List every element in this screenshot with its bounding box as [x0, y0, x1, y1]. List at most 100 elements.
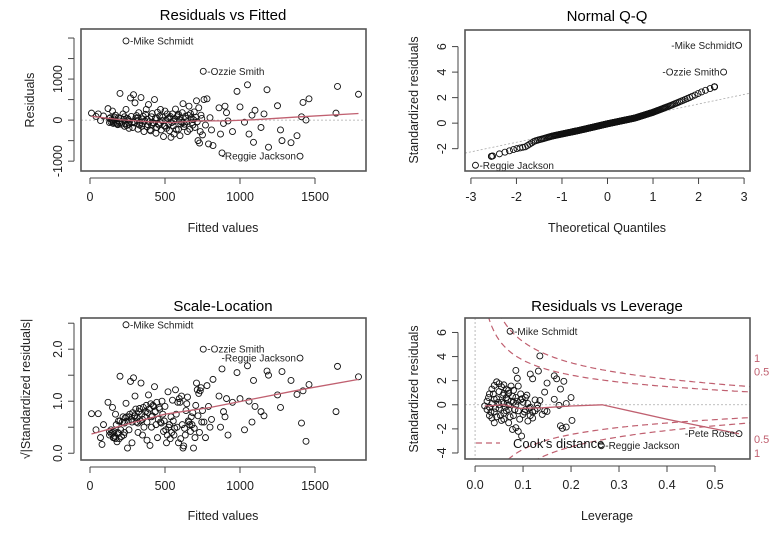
data-point — [493, 413, 501, 421]
data-point — [505, 386, 513, 394]
data-point — [145, 391, 152, 399]
data-point — [706, 85, 714, 92]
x-axis-label: Fitted values — [188, 221, 259, 235]
data-point — [166, 435, 174, 443]
x-tick-label: 500 — [155, 479, 176, 493]
data-point — [244, 362, 251, 370]
point-label: -Ozzie Smith — [662, 68, 719, 79]
point-label: -Mike Schmidt — [671, 41, 735, 52]
data-point — [192, 401, 200, 409]
data-point — [263, 367, 271, 375]
data-point — [514, 382, 522, 390]
data-point — [163, 439, 170, 447]
panel-normal-qq: Normal Q-Q Theoretical Quantiles Standar… — [407, 8, 751, 235]
data-point — [122, 399, 130, 407]
data-point — [251, 106, 259, 114]
data-point — [233, 369, 241, 377]
cooks-contour-label: 0.5 — [754, 434, 769, 446]
data-point — [184, 393, 191, 401]
data-point — [260, 110, 268, 118]
cooks-contour-0.5-upper — [488, 318, 750, 393]
data-point — [160, 427, 167, 435]
data-point — [516, 144, 524, 152]
data-point — [115, 430, 122, 437]
data-point — [177, 435, 185, 443]
data-point — [88, 109, 95, 117]
x-tick-label: 1000 — [226, 190, 254, 204]
data-point — [190, 424, 198, 432]
points-group — [472, 41, 743, 169]
x-tick-label: 1000 — [226, 479, 254, 493]
data-point — [122, 105, 130, 113]
point-label: -Reggie Jackson — [222, 354, 296, 365]
data-point — [560, 377, 568, 385]
smoother-group — [91, 378, 359, 435]
data-point — [203, 95, 211, 103]
data-point — [524, 400, 532, 408]
data-point — [305, 95, 313, 103]
data-point — [263, 86, 271, 94]
data-point — [151, 383, 158, 391]
data-point — [128, 439, 136, 447]
data-point — [174, 398, 182, 406]
data-point — [116, 89, 124, 97]
data-point — [196, 387, 204, 395]
data-point — [516, 415, 524, 423]
data-point — [130, 118, 137, 126]
data-point — [277, 404, 284, 411]
data-point — [158, 397, 166, 405]
x-tick-label: 500 — [155, 190, 176, 204]
data-point — [112, 435, 119, 443]
data-point — [233, 87, 241, 95]
data-point — [293, 391, 301, 398]
smoother-line — [91, 378, 359, 435]
data-point — [112, 410, 119, 418]
data-point — [94, 410, 102, 418]
y-tick-label: 2 — [435, 377, 449, 384]
data-point — [490, 395, 498, 403]
y-tick-label: 1000 — [51, 65, 65, 93]
data-point — [197, 384, 205, 392]
data-point — [287, 376, 295, 384]
data-point — [169, 417, 177, 425]
data-point — [191, 434, 199, 442]
data-point — [332, 408, 340, 416]
data-point — [170, 117, 178, 125]
data-point — [100, 112, 107, 120]
annotations-group: -Mike Schmidt -Ozzie Smith -Reggie Jackson — [479, 41, 734, 172]
data-point — [98, 440, 106, 448]
x-tick-label: 0 — [87, 479, 94, 493]
y-tick-label: -1000 — [51, 145, 65, 177]
data-point — [139, 431, 146, 439]
data-point — [251, 402, 259, 410]
panel-residuals-vs-fitted: Residuals vs Fitted Fitted values Residu… — [23, 7, 367, 235]
data-point — [152, 114, 160, 122]
data-point — [567, 394, 575, 401]
data-point — [489, 152, 497, 160]
data-point — [299, 387, 307, 395]
x-axis-label: Leverage — [581, 509, 633, 523]
y-tick-label: 0.0 — [51, 445, 65, 462]
axes-group: -3 -2 -1 0 1 2 3 -2 0 2 4 6 — [435, 43, 748, 204]
data-point — [488, 385, 496, 393]
data-point — [218, 365, 226, 373]
data-point — [513, 374, 521, 382]
data-point — [523, 391, 531, 399]
data-point — [200, 418, 208, 426]
data-point — [151, 96, 158, 104]
data-point — [196, 128, 204, 136]
data-point — [555, 401, 563, 409]
data-point — [193, 97, 200, 105]
data-point — [187, 427, 194, 435]
data-point — [171, 424, 179, 432]
x-tick-label: 0 — [87, 190, 94, 204]
cooks-contour-label: 1 — [754, 353, 760, 365]
data-point — [179, 100, 187, 108]
data-point — [172, 126, 180, 133]
data-point — [355, 90, 362, 98]
data-point — [181, 424, 188, 432]
y-tick-label: 1.0 — [51, 392, 65, 409]
data-point — [208, 415, 215, 423]
cooks-distance-contours — [488, 318, 750, 459]
data-point — [161, 122, 169, 130]
